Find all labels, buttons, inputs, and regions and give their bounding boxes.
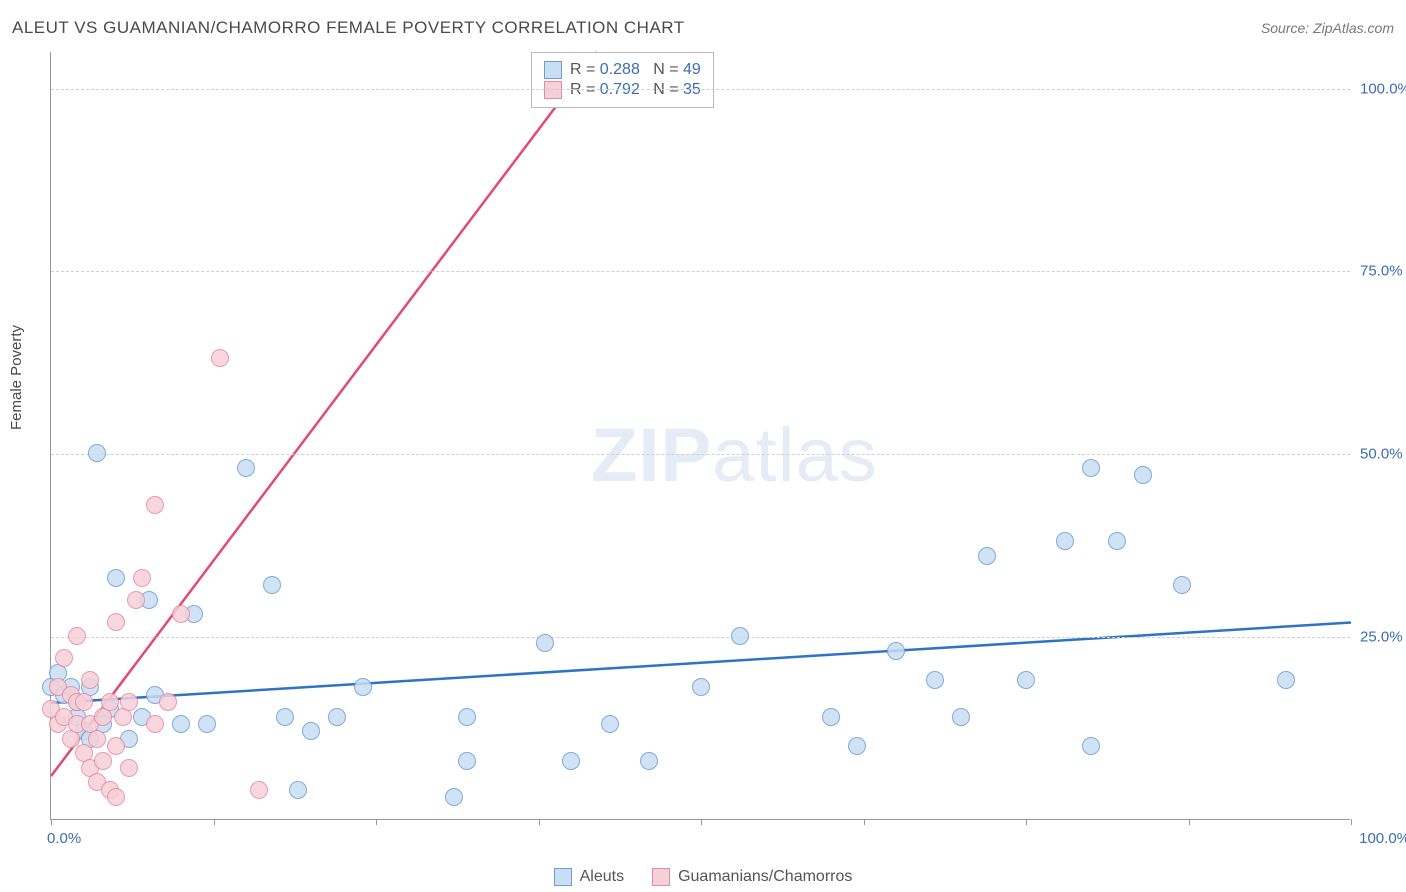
x-tick bbox=[864, 819, 865, 825]
scatter-point-aleuts bbox=[822, 708, 840, 726]
stats-legend-box: R = 0.288 N = 49 R = 0.792 N = 35 bbox=[531, 52, 714, 108]
scatter-point-aleuts bbox=[237, 459, 255, 477]
stats-text: R = 0.288 N = 49 bbox=[570, 61, 701, 79]
scatter-point-guamanians bbox=[120, 693, 138, 711]
scatter-point-aleuts bbox=[445, 788, 463, 806]
scatter-point-aleuts bbox=[263, 576, 281, 594]
trend-lines bbox=[51, 52, 1350, 819]
trend-line-guamanians bbox=[51, 52, 597, 776]
scatter-point-guamanians bbox=[211, 349, 229, 367]
scatter-point-aleuts bbox=[536, 634, 554, 652]
y-tick-label: 50.0% bbox=[1360, 446, 1406, 463]
scatter-point-guamanians bbox=[55, 649, 73, 667]
legend-label: Guamanians/Chamorros bbox=[678, 868, 852, 886]
scatter-point-guamanians bbox=[107, 613, 125, 631]
scatter-point-aleuts bbox=[640, 752, 658, 770]
scatter-point-aleuts bbox=[458, 708, 476, 726]
x-tick bbox=[51, 819, 52, 825]
scatter-point-aleuts bbox=[198, 715, 216, 733]
scatter-point-aleuts bbox=[562, 752, 580, 770]
scatter-point-aleuts bbox=[1173, 576, 1191, 594]
scatter-point-aleuts bbox=[926, 671, 944, 689]
swatch-aleuts bbox=[544, 61, 562, 79]
scatter-point-guamanians bbox=[127, 591, 145, 609]
scatter-point-aleuts bbox=[848, 737, 866, 755]
y-tick-label: 75.0% bbox=[1360, 263, 1406, 280]
scatter-point-guamanians bbox=[68, 627, 86, 645]
scatter-point-guamanians bbox=[88, 730, 106, 748]
scatter-point-guamanians bbox=[75, 693, 93, 711]
x-tick bbox=[1351, 819, 1352, 825]
x-tick bbox=[214, 819, 215, 825]
x-tick bbox=[701, 819, 702, 825]
scatter-point-guamanians bbox=[146, 496, 164, 514]
scatter-point-aleuts bbox=[1082, 459, 1100, 477]
scatter-point-aleuts bbox=[289, 781, 307, 799]
bottom-legend: Aleuts Guamanians/Chamorros bbox=[0, 868, 1406, 886]
scatter-point-guamanians bbox=[133, 569, 151, 587]
x-tick bbox=[539, 819, 540, 825]
scatter-point-guamanians bbox=[101, 693, 119, 711]
x-tick-label-max: 100.0% bbox=[1359, 830, 1406, 847]
gridline bbox=[51, 271, 1350, 272]
scatter-point-aleuts bbox=[107, 569, 125, 587]
scatter-point-guamanians bbox=[81, 671, 99, 689]
y-tick-label: 100.0% bbox=[1360, 80, 1406, 97]
legend-swatch-guamanians bbox=[652, 868, 670, 886]
x-tick bbox=[1189, 819, 1190, 825]
legend-swatch-aleuts bbox=[554, 868, 572, 886]
scatter-point-aleuts bbox=[952, 708, 970, 726]
chart-title: ALEUT VS GUAMANIAN/CHAMORRO FEMALE POVER… bbox=[12, 18, 685, 38]
scatter-point-guamanians bbox=[94, 752, 112, 770]
legend-item-aleuts: Aleuts bbox=[554, 868, 624, 886]
legend-label: Aleuts bbox=[580, 868, 624, 886]
stats-row-guamanians: R = 0.792 N = 35 bbox=[544, 81, 701, 99]
scatter-point-aleuts bbox=[172, 715, 190, 733]
scatter-point-aleuts bbox=[328, 708, 346, 726]
stats-text: R = 0.792 N = 35 bbox=[570, 81, 701, 99]
scatter-point-aleuts bbox=[601, 715, 619, 733]
scatter-point-aleuts bbox=[276, 708, 294, 726]
scatter-point-aleuts bbox=[887, 642, 905, 660]
scatter-point-aleuts bbox=[458, 752, 476, 770]
y-tick-label: 25.0% bbox=[1360, 629, 1406, 646]
scatter-point-guamanians bbox=[250, 781, 268, 799]
scatter-point-aleuts bbox=[692, 678, 710, 696]
scatter-point-aleuts bbox=[1017, 671, 1035, 689]
plot-area: ZIPatlas R = 0.288 N = 49R = 0.792 N = 3… bbox=[50, 52, 1350, 820]
scatter-point-guamanians bbox=[172, 605, 190, 623]
scatter-point-aleuts bbox=[1108, 532, 1126, 550]
scatter-point-aleuts bbox=[354, 678, 372, 696]
scatter-point-guamanians bbox=[120, 759, 138, 777]
y-axis-label: Female Poverty bbox=[8, 325, 25, 430]
scatter-point-aleuts bbox=[302, 722, 320, 740]
scatter-point-guamanians bbox=[107, 788, 125, 806]
source-attribution: Source: ZipAtlas.com bbox=[1261, 20, 1394, 36]
legend-item-guamanians: Guamanians/Chamorros bbox=[652, 868, 852, 886]
gridline bbox=[51, 637, 1350, 638]
scatter-point-aleuts bbox=[88, 444, 106, 462]
scatter-point-guamanians bbox=[146, 715, 164, 733]
stats-row-aleuts: R = 0.288 N = 49 bbox=[544, 61, 701, 79]
scatter-point-aleuts bbox=[1082, 737, 1100, 755]
scatter-point-aleuts bbox=[1056, 532, 1074, 550]
scatter-point-aleuts bbox=[731, 627, 749, 645]
scatter-point-guamanians bbox=[159, 693, 177, 711]
gridline bbox=[51, 454, 1350, 455]
x-tick bbox=[1026, 819, 1027, 825]
scatter-point-guamanians bbox=[107, 737, 125, 755]
x-tick bbox=[376, 819, 377, 825]
gridline bbox=[51, 89, 1350, 90]
scatter-point-aleuts bbox=[978, 547, 996, 565]
scatter-point-aleuts bbox=[1277, 671, 1295, 689]
swatch-guamanians bbox=[544, 81, 562, 99]
scatter-point-aleuts bbox=[1134, 466, 1152, 484]
x-tick-label-min: 0.0% bbox=[47, 830, 81, 847]
